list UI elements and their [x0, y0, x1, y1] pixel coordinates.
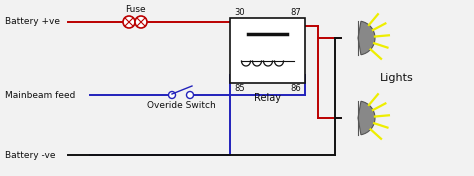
FancyBboxPatch shape [230, 18, 305, 83]
Circle shape [186, 92, 193, 99]
Text: 30: 30 [234, 8, 245, 17]
Circle shape [123, 16, 135, 28]
Text: 86: 86 [290, 84, 301, 93]
Circle shape [135, 16, 147, 28]
Text: Battery +ve: Battery +ve [5, 17, 60, 27]
Text: 85: 85 [234, 84, 245, 93]
Text: 87: 87 [290, 8, 301, 17]
Circle shape [168, 92, 175, 99]
Text: Overide Switch: Overide Switch [146, 102, 215, 111]
Text: Lights: Lights [380, 73, 414, 83]
Wedge shape [358, 101, 375, 135]
Wedge shape [358, 21, 375, 55]
Text: Fuse: Fuse [125, 5, 146, 14]
Text: Battery -ve: Battery -ve [5, 150, 55, 159]
Text: Relay: Relay [254, 93, 281, 103]
Text: Mainbeam feed: Mainbeam feed [5, 90, 75, 99]
